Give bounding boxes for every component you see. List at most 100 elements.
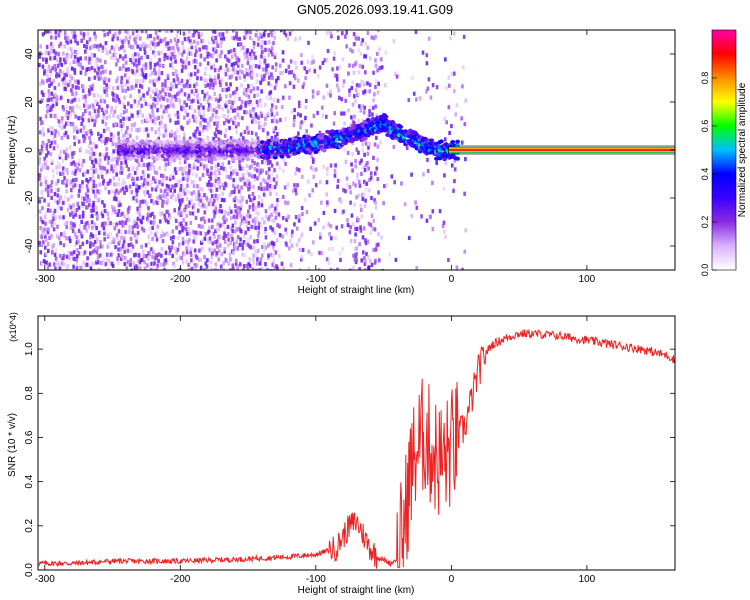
heat-cell [272, 177, 276, 182]
heat-cell [357, 193, 360, 198]
heat-cell [282, 157, 285, 162]
heat-cell [256, 136, 260, 141]
heat-cell [41, 149, 44, 154]
heat-cell [77, 265, 81, 270]
heat-cell [107, 126, 110, 131]
heat-cell [120, 123, 124, 128]
colorbar-tick-label: 0.6 [700, 120, 710, 133]
heat-cell [50, 81, 53, 86]
heat-cell [223, 249, 226, 254]
heat-cell [77, 228, 81, 233]
heat-cell [169, 56, 173, 61]
heat-cell [229, 117, 233, 122]
heat-cell [363, 105, 367, 110]
heat-cell [185, 213, 189, 219]
heat-cell [154, 187, 158, 192]
heat-cell [173, 158, 176, 163]
heat-cell [141, 78, 145, 84]
heat-cell [163, 213, 166, 218]
heat-cell [73, 141, 76, 147]
heat-cell [71, 84, 75, 89]
heat-cell [220, 78, 224, 83]
heat-cell [274, 126, 278, 131]
heat-cell [206, 182, 209, 187]
heat-cell [195, 30, 199, 33]
heat-cell [269, 90, 273, 95]
heat-cell [63, 72, 67, 78]
heat-cell [435, 160, 438, 166]
heat-cell [348, 268, 352, 270]
heat-cell [47, 227, 50, 232]
heat-cell [383, 114, 389, 119]
heat-cell [43, 188, 47, 193]
heat-cell [208, 182, 212, 188]
heat-cell [213, 121, 216, 126]
heat-cell [259, 39, 262, 45]
heat-cell [195, 119, 198, 125]
heat-cell [39, 44, 43, 49]
heat-cell [246, 237, 249, 242]
heat-cell [109, 137, 113, 142]
heat-cell [196, 41, 200, 46]
heat-cell [300, 52, 303, 58]
heat-cell [360, 258, 364, 263]
heat-cell [217, 167, 221, 172]
heat-cell [431, 226, 435, 232]
heat-cell [242, 268, 245, 270]
heat-cell [94, 159, 98, 164]
heat-cell [175, 128, 179, 133]
heat-cell [44, 187, 48, 192]
heat-cell [116, 58, 120, 63]
heat-cell [219, 203, 222, 209]
heat-cell [194, 157, 198, 162]
heat-cell [69, 221, 73, 226]
heat-cell [239, 177, 243, 182]
heat-cell [119, 45, 123, 50]
heat-cell [331, 246, 334, 251]
heat-cell [93, 239, 97, 245]
heat-cell [152, 176, 155, 181]
heat-cell [415, 265, 419, 270]
heat-cell [191, 98, 195, 103]
heat-cell [364, 70, 367, 75]
heat-cell [367, 188, 371, 193]
heat-cell [249, 89, 253, 94]
heat-cell [82, 201, 86, 207]
heat-cell [103, 32, 106, 38]
heat-cell [192, 39, 196, 44]
heat-cell [107, 190, 111, 195]
heat-cell [71, 154, 74, 160]
heat-cell [84, 192, 88, 197]
heat-cell [326, 202, 329, 207]
heat-cell [375, 120, 381, 125]
heat-cell [135, 239, 138, 244]
heat-cell [360, 214, 364, 219]
heat-cell [96, 189, 99, 194]
heat-cell [71, 251, 74, 256]
heat-cell [184, 65, 187, 70]
heat-cell [82, 134, 85, 139]
heat-cell [117, 229, 121, 234]
heat-cell [190, 33, 194, 38]
heat-cell [267, 81, 271, 86]
heat-cell [48, 107, 52, 113]
heat-cell [149, 247, 153, 252]
heat-cell [213, 91, 217, 96]
heat-cell [65, 189, 69, 194]
heat-cell [199, 76, 203, 81]
heat-cell [153, 78, 157, 83]
heat-cell [177, 180, 180, 185]
heat-cell [276, 76, 280, 81]
heat-cell [193, 58, 197, 63]
heat-cell [201, 38, 205, 44]
heat-cell [225, 94, 228, 99]
heat-cell [153, 44, 157, 50]
heat-cell [151, 255, 154, 260]
heat-cell [191, 211, 195, 216]
heat-cell [192, 239, 196, 244]
heat-cell [121, 220, 124, 225]
heat-cell [50, 214, 54, 219]
heat-cell [218, 185, 222, 190]
heat-cell [322, 225, 325, 230]
